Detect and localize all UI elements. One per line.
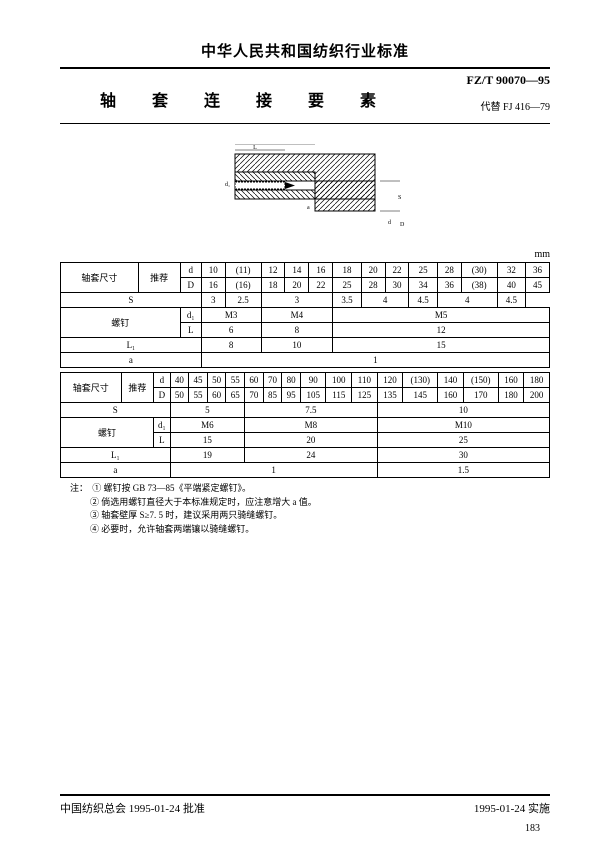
cell: a [61,463,171,478]
cell: 螺钉 [61,308,181,338]
table-row: S 32.533.544.544.5 [61,293,550,308]
table-1: 轴套尺寸 推荐 d 10(11)1214161820222528(30)3236… [60,262,550,368]
cell: L₁ [61,338,202,353]
section-diagram: L L₁ S d D d₁ a [205,144,405,234]
table-row: a 1 [61,353,550,368]
cell: S [61,293,202,308]
table-row: L₁ 192430 [61,448,550,463]
doc-title: 轴 套 连 接 要 素 [60,73,386,111]
code-sub: 代替 FJ 416—79 [467,98,550,113]
svg-text:S: S [398,195,401,201]
footer-left: 中国纺织总会 1995-01-24 批准 [60,800,205,816]
table-row: 螺钉 d₁ M6M8M10 [61,418,550,433]
notes: 注： ① 螺钉按 GB 73—85《平端紧定螺钉》。 ② 倘选用螺钉直径大于本标… [60,482,550,536]
svg-text:D: D [400,222,405,228]
cell: 轴套尺寸 [61,373,122,403]
header-row: 轴 套 连 接 要 素 FZ/T 90070—95 代替 FJ 416—79 [60,73,550,124]
cell: 推荐 [138,263,180,293]
note-item: ③ 轴套壁厚 S≥7. 5 时，建议采用两只骑缝螺钉。 [90,510,282,520]
cell: d [154,373,171,388]
cell: d₁ [154,418,171,433]
cell: L [180,323,201,338]
code-main: FZ/T 90070—95 [467,73,550,88]
svg-text:L: L [253,145,257,151]
cell: 推荐 [121,373,154,403]
note-item: ① 螺钉按 GB 73—85《平端紧定螺钉》。 [92,483,251,493]
cell: S [61,403,171,418]
svg-text:d: d [388,220,391,226]
table-row: 轴套尺寸 推荐 d 10(11)1214161820222528(30)3236 [61,263,550,278]
cell: d [180,263,201,278]
svg-text:d₁: d₁ [225,182,230,188]
table-2: 轴套尺寸 推荐 d 4045505560708090100110120(130)… [60,372,550,478]
table-row: 螺钉 d₁ M3M4M5 [61,308,550,323]
cell: L [154,433,171,448]
cell: 轴套尺寸 [61,263,139,293]
diagram-container: L L₁ S d D d₁ a [60,144,550,239]
page: 中华人民共和国纺织行业标准 轴 套 连 接 要 素 FZ/T 90070—95 … [0,0,600,556]
svg-text:a: a [307,205,310,211]
table-row: 轴套尺寸 推荐 d 4045505560708090100110120(130)… [61,373,550,388]
note-item: ② 倘选用螺钉直径大于本标准规定时，应注意增大 a 值。 [90,497,317,507]
cell: D [154,388,171,403]
unit-label: mm [60,249,550,260]
cell: a [61,353,202,368]
doc-codes: FZ/T 90070—95 代替 FJ 416—79 [467,73,550,113]
cell: L₁ [61,448,171,463]
note-item: ④ 必要时，允许轴套两端镶以骑缝螺钉。 [90,524,254,534]
cell: D [180,278,201,293]
cell: d₁ [180,308,201,323]
org-header: 中华人民共和国纺织行业标准 [60,40,550,69]
table-row: L₁ 81015 [61,338,550,353]
notes-prefix: 注： [70,482,90,496]
table-row: S 57.510 [61,403,550,418]
cell: 螺钉 [61,418,154,448]
footer: 中国纺织总会 1995-01-24 批准 1995-01-24 实施 [60,794,550,816]
svg-text:L₁: L₁ [267,144,273,145]
table-row: a 11.5 [61,463,550,478]
page-number: 183 [525,823,540,834]
footer-right: 1995-01-24 实施 [474,800,550,816]
